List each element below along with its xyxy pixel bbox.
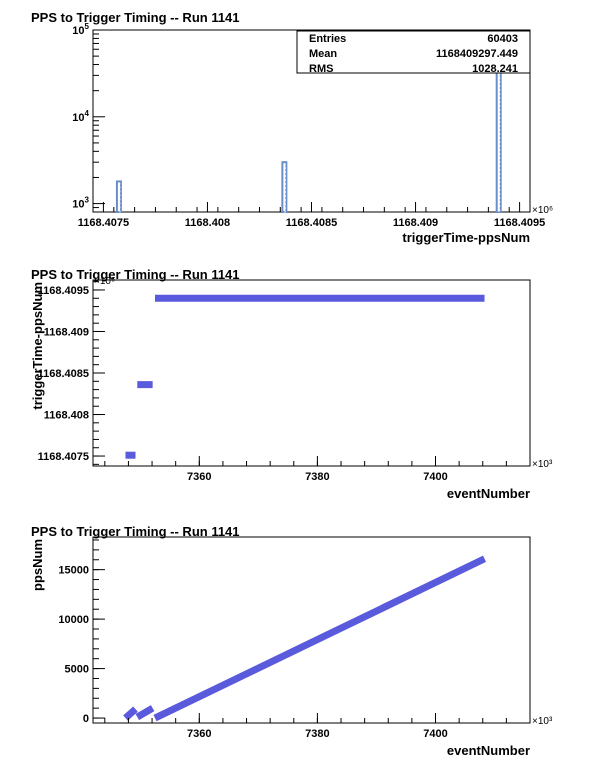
x-tick-label: 7380 (305, 471, 329, 483)
x-tick-label: 7400 (423, 471, 447, 483)
y-tick-label: 103 (72, 196, 89, 211)
x-tick-label: 1168.408 (185, 217, 230, 229)
y-tick-label: 105 (72, 22, 89, 37)
chart-title: PPS to Trigger Timing -- Run 1141 (31, 10, 240, 25)
y-tick-label: 104 (72, 109, 89, 124)
timing-scatter-plot: 7360 7380 7400 1168.4075 1168.408 1168.4085 11… (30, 276, 553, 501)
chart-title: PPS to Trigger Timing -- Run 1141 (31, 524, 240, 539)
x-tick-label: 1168.4085 (286, 217, 337, 229)
x-tick-label: 7380 (305, 728, 329, 740)
y-axis-title: ppsNum (30, 539, 45, 591)
histogram-bar-hatch (498, 61, 501, 213)
stats-value: 60403 (487, 33, 518, 45)
y-tick-label: 1168.409 (44, 326, 89, 338)
stats-label: Mean (309, 48, 337, 60)
histogram-bar (115, 180, 122, 214)
plot-frame (92, 279, 531, 467)
x-exponent-label: ×10³ (532, 716, 553, 727)
stats-label: Entries (309, 33, 346, 45)
data-series (153, 555, 487, 722)
ppsnum-scatter-plot: 7360 7380 7400 0 5000 10000 15000 ×10³ eventNumb… (30, 536, 553, 758)
x-exponent-label: ×10³ (532, 459, 553, 470)
x-tick-label: 7360 (187, 471, 211, 483)
histogram-plot: 1168.4075 1168.408 1168.4085 1168.409 1168.4… (72, 22, 553, 245)
data-series (123, 706, 138, 721)
y-tick-label: 15000 (58, 565, 89, 577)
x-axis-title: eventNumber (447, 743, 530, 758)
y-tick-label: 1168.4095 (38, 285, 89, 297)
x-axis-title: eventNumber (447, 486, 530, 501)
chart-title: PPS to Trigger Timing -- Run 1141 (31, 267, 240, 282)
stats-value: 1028.241 (472, 63, 518, 75)
scatter-panel-ppsnum: PPS to Trigger Timing -- Run 1141 7360 73… (0, 515, 596, 772)
y-tick-label: 10000 (58, 614, 89, 626)
histogram-bar-hatch (118, 183, 121, 213)
histogram-bar-hatch (283, 163, 286, 213)
y-tick-label: 5000 (65, 664, 89, 676)
y-tick-label: 0 (83, 713, 89, 725)
scatter-panel-timing: PPS to Trigger Timing -- Run 1141 7360 73… (0, 258, 596, 515)
x-tick-label: 7360 (187, 728, 211, 740)
plot-frame (92, 536, 531, 724)
y-tick-label: 1168.408 (44, 410, 89, 422)
y-exponent-label: ×10⁶ (94, 276, 115, 287)
x-tick-label: 1168.409 (393, 217, 438, 229)
stats-value: 1168409297.449 (436, 48, 518, 60)
x-tick-label: 1168.4095 (494, 217, 545, 229)
x-tick-label: 1168.4075 (78, 217, 129, 229)
data-series (135, 705, 155, 721)
y-axis-title: triggerTime-ppsNum (30, 282, 45, 410)
x-exponent-label: ×10⁶ (532, 205, 553, 216)
x-tick-label: 7400 (423, 728, 447, 740)
y-tick-label: 1168.4085 (38, 368, 89, 380)
stats-label: RMS (309, 63, 333, 75)
stats-box (296, 30, 531, 74)
y-tick-label: 1168.4075 (38, 451, 89, 463)
x-axis-title: triggerTime-ppsNum (402, 230, 530, 245)
histogram-panel: PPS to Trigger Timing -- Run 1141 1168.4… (0, 0, 596, 258)
